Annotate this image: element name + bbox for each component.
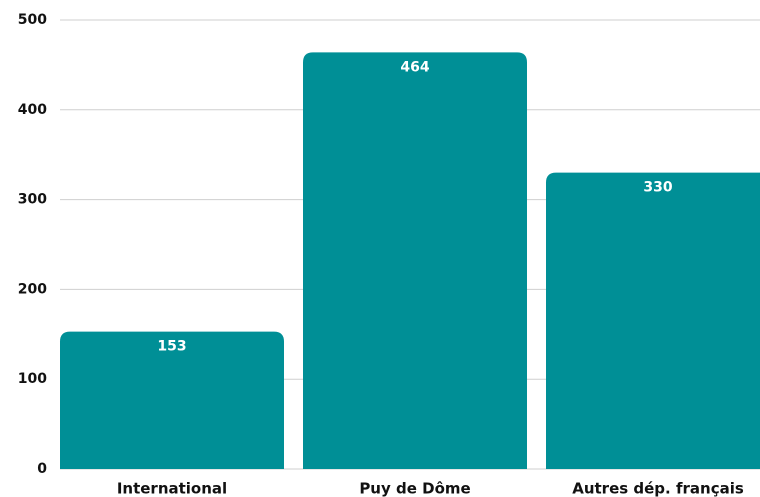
value-label: 330 [643,180,672,196]
bar [303,52,527,469]
value-label: 464 [400,59,429,75]
y-tick-label: 0 [37,461,47,477]
x-tick-label: Puy de Dôme [359,480,470,497]
y-tick-label: 400 [18,102,47,118]
value-label: 153 [157,339,186,355]
y-tick-label: 500 [18,12,47,28]
y-tick-label: 300 [18,192,47,208]
x-tick-label: Autres dép. français [572,480,744,497]
bar [60,331,284,469]
bar [546,172,760,469]
y-tick-label: 200 [18,281,47,297]
x-tick-label: International [117,480,227,497]
y-tick-label: 100 [18,371,47,387]
